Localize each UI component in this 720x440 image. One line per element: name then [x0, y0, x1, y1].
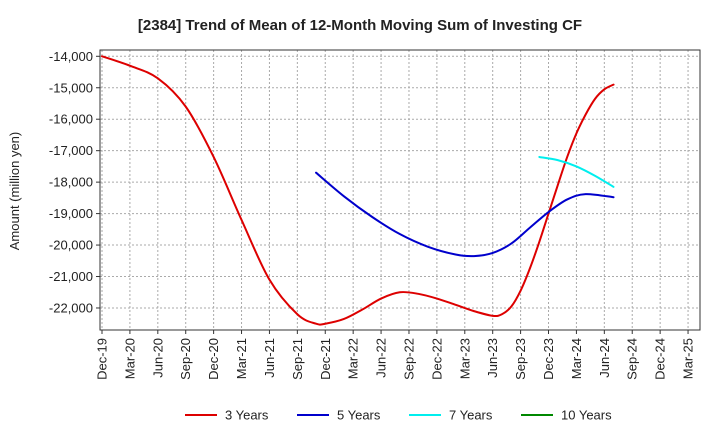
x-tick-label: Dec-24	[653, 338, 668, 380]
legend-label-5-years: 5 Years	[337, 408, 381, 423]
y-tick-label: -16,000	[49, 112, 93, 127]
x-tick-label: Dec-21	[318, 338, 333, 380]
axis-ticks: -14,000 -15,000 -16,000 -17,000 -18,000 -19,0…	[49, 49, 696, 380]
x-tick-label: Jun-24	[597, 338, 612, 378]
y-tick-label: -17,000	[49, 143, 93, 158]
series-line-7-years	[538, 155, 615, 188]
y-tick-label: -22,000	[49, 300, 93, 315]
y-tick-label: -14,000	[49, 49, 93, 64]
y-tick-label: -15,000	[49, 80, 93, 95]
x-tick-label: Dec-20	[206, 338, 221, 380]
x-tick-label: Mar-24	[569, 338, 584, 379]
y-tick-label: -18,000	[49, 175, 93, 190]
x-tick-label: Mar-20	[122, 338, 137, 379]
x-tick-label: Sep-24	[625, 338, 640, 380]
x-tick-label: Mar-23	[457, 338, 472, 379]
gridlines	[100, 50, 700, 330]
x-tick-label: Mar-22	[346, 338, 361, 379]
legend-label-3-years: 3 Years	[225, 408, 269, 423]
series-line-3-years	[101, 55, 615, 326]
x-tick-label: Jun-23	[485, 338, 500, 378]
x-tick-label: Sep-20	[178, 338, 193, 380]
x-tick-label: Dec-19	[95, 338, 110, 380]
x-tick-label: Jun-20	[150, 338, 165, 378]
x-tick-label: Dec-23	[541, 338, 556, 380]
y-tick-label: -19,000	[49, 206, 93, 221]
x-tick-label: Sep-22	[401, 338, 416, 380]
data-series	[101, 55, 615, 326]
x-tick-label: Mar-25	[681, 338, 696, 379]
chart-title: [2384] Trend of Mean of 12-Month Moving …	[138, 17, 582, 34]
y-tick-label: -20,000	[49, 238, 93, 253]
y-axis-label: Amount (million yen)	[7, 132, 22, 251]
legend-label-7-years: 7 Years	[449, 408, 493, 423]
x-tick-label: Jun-21	[262, 338, 277, 378]
x-tick-label: Dec-22	[429, 338, 444, 380]
x-tick-label: Sep-23	[513, 338, 528, 380]
series-line-5-years	[315, 171, 615, 258]
y-tick-label: -21,000	[49, 269, 93, 284]
x-tick-label: Mar-21	[234, 338, 249, 379]
plot-frame	[99, 49, 701, 331]
x-tick-label: Jun-22	[374, 338, 389, 378]
legend: 3 Years 5 Years 7 Years 10 Years	[185, 408, 612, 423]
legend-label-10-years: 10 Years	[561, 408, 612, 423]
x-tick-label: Sep-21	[290, 338, 305, 380]
